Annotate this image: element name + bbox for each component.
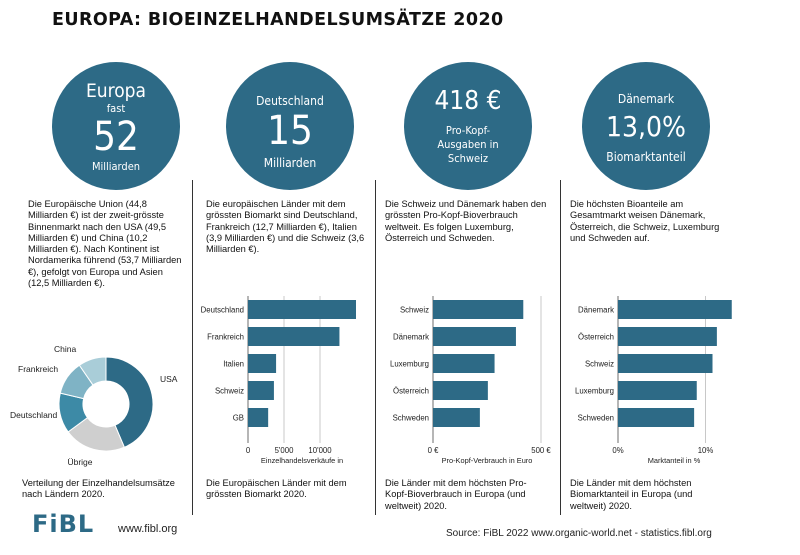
denmark-circle-line3: Biomarktanteil — [606, 150, 686, 164]
footer-url[interactable]: www.fibl.org — [118, 523, 178, 535]
donut-label-china: China — [54, 344, 76, 354]
category-label-schweden: Schweden — [578, 414, 614, 423]
bar-dnemark — [433, 327, 516, 346]
category-label-luxemburg: Luxemburg — [575, 387, 614, 396]
category-label-schweiz: Schweiz — [215, 387, 244, 396]
denmark-caption: Die Länder mit dem höchsten Biomarktante… — [570, 478, 693, 511]
category-label-gb: GB — [233, 414, 244, 423]
germany-circle: Deutschland 15 Milliarden — [226, 62, 354, 190]
category-label-dnemark: Dänemark — [578, 306, 614, 315]
chart-per-capita: Schweiz Dänemark Luxemburg Österreich Schwed… — [390, 296, 551, 465]
x-tick-label-0: 0% — [612, 446, 623, 455]
switzerland-circle-line4: Schweiz — [447, 152, 489, 165]
switzerland-circle-line3: Ausgaben in — [437, 138, 499, 151]
europe-circle-big: 52 — [93, 114, 139, 160]
category-label-dnemark: Dänemark — [393, 333, 429, 342]
category-label-schweiz: Schweiz — [585, 360, 614, 369]
bar-luxemburg — [618, 381, 697, 400]
europe-circle-line2: fast — [106, 102, 126, 115]
bar-frankreich — [248, 327, 340, 346]
europe-text: Die Europäische Union (44,8 Milliarden €… — [28, 199, 182, 289]
bar-schweiz — [618, 354, 713, 373]
bar-deutschland — [248, 300, 356, 319]
x-tick-label-1: 500 € — [531, 446, 551, 455]
bar-italien — [248, 354, 277, 373]
denmark-text: Die höchsten Bioanteile am Gesamtmarkt w… — [570, 199, 720, 243]
europe-circle-line3: Milliarden — [91, 160, 141, 173]
x-tick-label-0: 0 € — [428, 446, 440, 455]
denmark-circle: Dänemark 13,0% Biomarktanteil — [582, 62, 710, 190]
bar-sterreich — [433, 381, 488, 400]
europe-circle-line1: Europa — [85, 80, 147, 102]
bar-luxemburg — [433, 354, 495, 373]
europe-caption: Verteilung der Einzelhandelsumsätze nach… — [22, 478, 175, 500]
chart-market-share: Dänemark Österreich Schweiz Luxemburg Schwed… — [575, 296, 732, 465]
x-axis-label-0: Einzelhandelsverkäufe in — [261, 456, 343, 465]
europe-circle: Europa fast 52 Milliarden — [52, 62, 180, 190]
donut-label-deutschland: Deutschland — [10, 410, 58, 420]
x-tick-label-1: 10% — [698, 446, 714, 455]
germany-circle-line1: Deutschland — [256, 94, 324, 108]
category-label-schweiz: Schweiz — [400, 306, 429, 315]
switzerland-circle-line2: Pro-Kopf- — [445, 124, 491, 137]
chart-largest-markets: Deutschland Frankreich Italien Schweiz GB 0 5'… — [201, 296, 356, 465]
switzerland-caption: Die Länder mit dem höchsten Pro-Kopf-Bio… — [385, 478, 527, 511]
category-label-sterreich: Österreich — [578, 333, 614, 342]
switzerland-text: Die Schweiz und Dänemark haben den gröss… — [385, 199, 547, 243]
separator-2 — [375, 180, 376, 515]
bar-schweden — [433, 408, 480, 427]
denmark-circle-line1: Dänemark — [617, 92, 675, 106]
germany-circle-line3: Milliarden — [263, 156, 317, 170]
denmark-circle-big: 13,0% — [605, 110, 686, 143]
category-label-frankreich: Frankreich — [207, 333, 244, 342]
bar-dnemark — [618, 300, 732, 319]
category-label-sterreich: Österreich — [393, 387, 429, 396]
page-title: EUROPA: BIOEINZELHANDELSUMSÄTZE 2020 — [52, 10, 504, 30]
germany-caption: Die Europäischen Länder mit dem grössten… — [206, 478, 347, 500]
source-note: Source: FiBL 2022 www.organic-world.net … — [446, 528, 712, 539]
x-axis-label-0: Marktanteil in % — [648, 456, 701, 465]
category-label-luxemburg: Luxemburg — [390, 360, 429, 369]
bar-schweiz — [433, 300, 524, 319]
bar-schweden — [618, 408, 695, 427]
germany-circle-big: 15 — [267, 108, 313, 154]
donut-label-brige: Übrige — [67, 457, 92, 467]
bar-schweiz — [248, 381, 274, 400]
bar-gb — [248, 408, 269, 427]
germany-text: Die europäischen Länder mit dem grössten… — [206, 199, 365, 255]
donut-label-frankreich: Frankreich — [18, 364, 58, 374]
category-label-italien: Italien — [223, 360, 244, 369]
donut-slice-china — [78, 356, 107, 386]
market-share-donut: USA Übrige Deutschland Frankreich China — [10, 344, 178, 467]
separator-1 — [192, 180, 193, 515]
donut-label-usa: USA — [160, 374, 178, 384]
switzerland-circle-big: 418 € — [434, 86, 502, 116]
bar-sterreich — [618, 327, 717, 346]
x-axis-label-0: Pro-Kopf-Verbrauch in Euro — [442, 456, 533, 465]
category-label-deutschland: Deutschland — [201, 306, 244, 315]
fibl-logo: FiBL — [32, 510, 95, 538]
x-tick-label-1: 5'000 — [275, 446, 294, 455]
donut-slice-usa — [105, 356, 154, 448]
x-tick-label-0: 0 — [246, 446, 251, 455]
category-label-schweden: Schweden — [393, 414, 429, 423]
separator-3 — [560, 180, 561, 515]
x-tick-label-2: 10'000 — [308, 446, 332, 455]
switzerland-circle: 418 € Pro-Kopf- Ausgaben in Schweiz — [404, 62, 532, 190]
